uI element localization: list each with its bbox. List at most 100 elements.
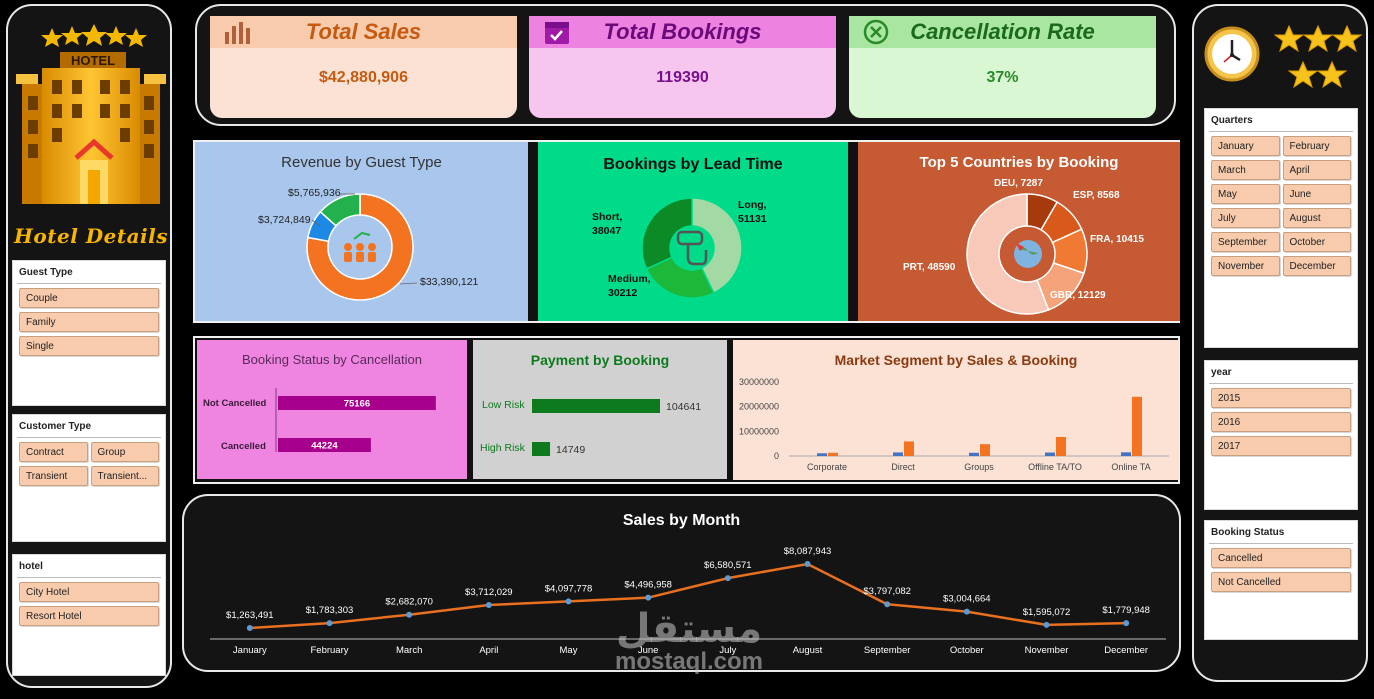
hotel-building-logo: HOTEL	[16, 24, 166, 204]
customer-type-group-button[interactable]: Group	[90, 442, 159, 462]
status-bar-label-0: 75166	[344, 399, 370, 410]
month-october-button[interactable]: October	[1282, 232, 1351, 252]
booking-status-not-cancelled-button[interactable]: Not Cancelled	[1211, 572, 1351, 592]
month-july-button[interactable]: July	[1211, 208, 1280, 228]
sales-month-label-7: August	[793, 645, 823, 656]
lead-time-donut	[641, 197, 743, 299]
quarters-slicer-title: Quarters	[1209, 109, 1353, 132]
month-april-button[interactable]: April	[1282, 160, 1351, 180]
month-february-button[interactable]: February	[1282, 136, 1351, 156]
lead-label-long-name: Long,	[738, 199, 767, 211]
total-bookings-card: Total Bookings 119390	[529, 16, 836, 118]
guest-type-family-button[interactable]: Family	[19, 312, 159, 332]
year-2015-button[interactable]: 2015	[1211, 388, 1351, 408]
month-january-button[interactable]: January	[1211, 136, 1280, 156]
sales-point-3	[485, 602, 492, 609]
sales-month-label-10: November	[1025, 645, 1069, 656]
countries-donut	[966, 193, 1088, 315]
sales-value-label-1: $1,783,303	[306, 605, 354, 616]
bookings-by-lead-time-chart: Bookings by Lead Time Long, 51131 Short, 3…	[538, 142, 848, 321]
revenue-label-couple: $33,390,121	[420, 276, 479, 288]
cancellation-rate-card: Cancellation Rate 37%	[849, 16, 1156, 118]
sales-line	[249, 562, 1127, 630]
market-segment-bars: 30000000 20000000 10000000 0 Corporate Direct…	[739, 377, 1169, 472]
booking-status-bars: 75166 44224	[275, 388, 436, 452]
lead-time-chart-title: Bookings by Lead Time	[603, 156, 783, 173]
lead-label-short-value: 38047	[592, 225, 622, 237]
payment-bar-0	[532, 399, 660, 413]
booking-status-slicer: Booking Status Cancelled Not Cancelled	[1204, 520, 1358, 640]
market-y-tick-3: 0	[774, 451, 779, 461]
hotel-details-title: Hotel Details	[14, 224, 168, 248]
payment-chart-title: Payment by Booking	[530, 352, 670, 368]
revenue-slice-2	[319, 193, 361, 227]
market-y-tick-1: 20000000	[739, 402, 779, 412]
market-bar-4-0	[1121, 452, 1131, 456]
total-sales-card: Total Sales $42,880,906	[210, 16, 517, 118]
sales-value-label-6: $6,580,571	[704, 560, 752, 571]
market-bar-0-0	[817, 453, 827, 456]
payment-bars: 104641 14749	[532, 399, 701, 456]
month-december-button[interactable]: December	[1282, 256, 1351, 276]
sales-point-0	[246, 625, 253, 631]
lead-label-medium: Medium, 30212	[608, 272, 651, 300]
month-march-button[interactable]: March	[1211, 160, 1280, 180]
sales-month-label-8: September	[864, 645, 910, 656]
sales-point-1	[326, 620, 333, 627]
lead-label-medium-name: Medium,	[608, 273, 651, 285]
customer-type-slicer: Customer Type Contract Group Transient T…	[12, 414, 166, 542]
status-bar-label-1: 44224	[311, 441, 338, 452]
revenue-chart-title: Revenue by Guest Type	[281, 154, 442, 171]
guest-type-couple-button[interactable]: Couple	[19, 288, 159, 308]
hotel-resort-button[interactable]: Resort Hotel	[19, 606, 159, 626]
cancel-circle-icon	[863, 19, 889, 45]
sales-month-label-6: July	[719, 645, 736, 656]
hotel-city-button[interactable]: City Hotel	[19, 582, 159, 602]
country-slice-4	[966, 193, 1050, 315]
globe-plane-icon	[1014, 240, 1042, 268]
booking-status-cancelled-button[interactable]: Cancelled	[1211, 548, 1351, 568]
market-bar-4-1	[1132, 396, 1142, 456]
sales-point-6	[724, 575, 731, 582]
month-august-button[interactable]: August	[1282, 208, 1351, 228]
lead-label-long: Long, 51131	[738, 198, 767, 226]
booking-status-slicer-title: Booking Status	[1209, 521, 1353, 544]
market-bar-2-0	[969, 452, 979, 456]
customer-type-transient-party-button[interactable]: Transient...	[90, 466, 159, 486]
market-x-label-4: Online TA	[1111, 462, 1150, 472]
clock-icon	[1204, 26, 1260, 82]
lead-time-slice-2	[641, 197, 693, 270]
month-may-button[interactable]: May	[1211, 184, 1280, 204]
year-2016-button[interactable]: 2016	[1211, 412, 1351, 432]
market-segment-chart: Market Segment by Sales & Booking 300000…	[733, 340, 1179, 480]
year-2017-button[interactable]: 2017	[1211, 436, 1351, 456]
market-x-label-0: Corporate	[807, 462, 847, 472]
lead-time-slice-0	[691, 197, 743, 295]
quarters-slicer: Quarters January February March April Ma…	[1204, 108, 1358, 348]
revenue-label-single: $5,765,936	[288, 187, 341, 199]
sales-month-label-1: February	[310, 645, 348, 656]
countries-chart-title: Top 5 Countries by Booking	[919, 154, 1119, 171]
customer-type-contract-button[interactable]: Contract	[19, 442, 88, 462]
sales-value-label-5: $4,496,958	[624, 580, 672, 591]
guest-type-single-button[interactable]: Single	[19, 336, 159, 356]
market-segment-chart-title: Market Segment by Sales & Booking	[834, 352, 1078, 368]
sales-month-label-3: April	[479, 645, 498, 656]
lead-label-long-value: 51131	[738, 213, 767, 225]
lead-label-medium-value: 30212	[608, 287, 638, 299]
month-june-button[interactable]: June	[1282, 184, 1351, 204]
top-countries-chart: Top 5 Countries by Booking DEU, 7287 ESP…	[858, 142, 1180, 321]
market-bar-1-1	[904, 441, 914, 456]
sales-point-8	[884, 601, 891, 608]
revenue-by-guest-type-chart: Revenue by Guest Type $5,765,936 $3,724,…	[195, 142, 528, 321]
month-november-button[interactable]: November	[1211, 256, 1280, 276]
booking-status-chart: Booking Status by Cancellation 75166 4422…	[197, 340, 467, 479]
sales-line-chart: $1,263,491 January $1,783,303 February $2,68…	[210, 546, 1166, 656]
sales-point-9	[963, 608, 970, 615]
customer-type-transient-button[interactable]: Transient	[19, 466, 88, 486]
month-september-button[interactable]: September	[1211, 232, 1280, 252]
sales-point-11	[1123, 620, 1130, 627]
revenue-label-family: $3,724,849	[258, 214, 311, 226]
hotel-slicer-title: hotel	[17, 555, 161, 578]
market-bar-1-0	[893, 452, 903, 456]
